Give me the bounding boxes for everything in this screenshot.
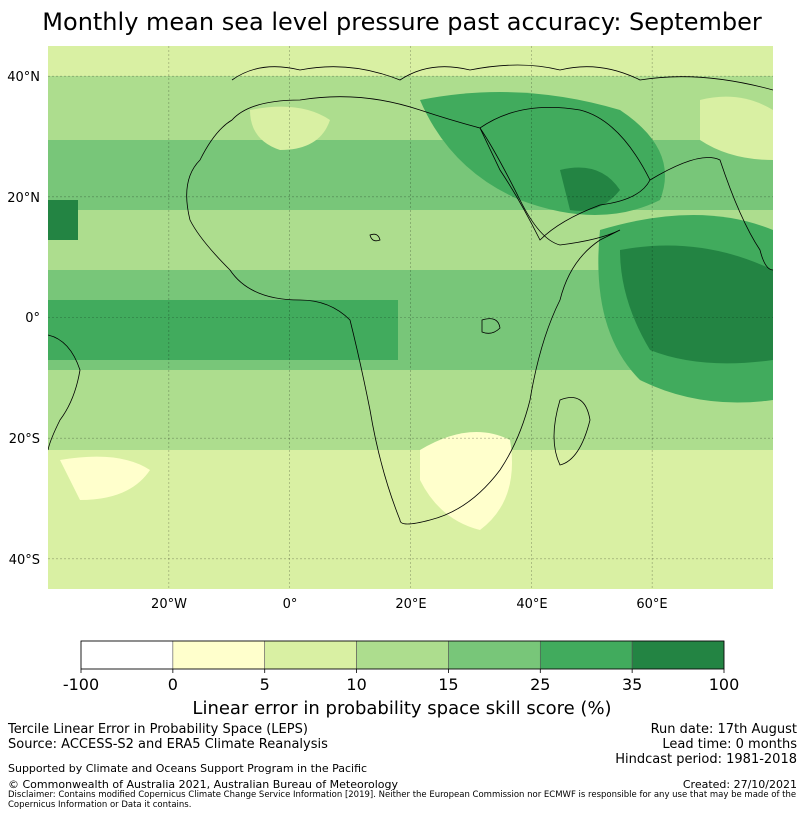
skill-region (420, 432, 512, 530)
colorbar-tick-label: 15 (438, 675, 458, 694)
footer-left: Tercile Linear Error in Probability Spac… (8, 722, 328, 752)
skill-region (250, 106, 330, 150)
colorbar-frame (80, 640, 725, 670)
skill-band (48, 46, 773, 76)
skill-band (48, 380, 773, 450)
colorbar-tick-label: 100 (709, 675, 740, 694)
coastline-asia (649, 157, 773, 271)
colorbar-segment (264, 640, 357, 670)
coastlines (48, 64, 773, 525)
skill-region (48, 200, 78, 240)
coastline-europe (231, 64, 773, 91)
longitude-labels: 20°W 0° 20°E 40°E 60°E (151, 597, 668, 612)
skill-region (700, 96, 773, 160)
skill-region (560, 167, 620, 211)
colorbar-label: Linear error in probability space skill … (192, 698, 612, 719)
skill-band (48, 300, 398, 360)
lake-chad (369, 233, 381, 242)
skill-region (60, 456, 150, 500)
chart-title: Monthly mean sea level pressure past acc… (42, 8, 762, 36)
colorbar-tick-label: -100 (63, 675, 99, 694)
colorbar-segment (356, 640, 449, 670)
latitude-labels: 40°N 20°N 0° 20°S 40°S (7, 70, 40, 568)
run-date: Run date: 17th August (650, 722, 797, 737)
lead-time: Lead time: 0 months (662, 737, 797, 752)
skill-band (48, 450, 773, 589)
source-text: Source: ACCESS-S2 and ERA5 Climate Reana… (8, 737, 328, 752)
copyright-text: © Commonwealth of Australia 2021, Austra… (8, 778, 398, 791)
colorbar-segment (448, 640, 541, 670)
colorbar-segment (172, 640, 266, 670)
coastline-arabia (479, 106, 651, 241)
colorbar-tick-label: 5 (260, 675, 270, 694)
coastline-madagascar (553, 397, 591, 466)
lake-victoria (481, 318, 501, 334)
colorbar-segment (631, 640, 725, 670)
lon-label: 0° (283, 597, 298, 612)
colorbar-tick-label: 0 (168, 675, 178, 694)
lat-label: 40°S (9, 553, 40, 568)
coastline-south-america (48, 334, 81, 451)
gridlines (48, 46, 773, 589)
skill-region (620, 245, 773, 364)
lat-label: 40°N (7, 70, 40, 85)
colorbar-tick-label: 10 (346, 675, 366, 694)
footer-right: Run date: 17th August Lead time: 0 month… (615, 722, 797, 767)
lat-label: 20°S (9, 432, 40, 447)
colorbar-segment (80, 640, 174, 670)
lon-label: 40°E (516, 597, 547, 612)
colorbar-tick-label: 35 (622, 675, 642, 694)
lat-label: 0° (25, 311, 40, 326)
colorbar-segment (539, 640, 633, 670)
lon-label: 60°E (636, 597, 667, 612)
map-area (48, 46, 773, 589)
lon-label: 20°E (395, 597, 426, 612)
colorbar-ticks: -100 0 5 10 15 25 35 100 (63, 669, 739, 694)
disclaimer-text: Disclaimer: Contains modified Copernicus… (8, 790, 797, 810)
colorbar (80, 640, 725, 670)
lon-label: 20°W (151, 597, 187, 612)
created-date: Created: 27/10/2021 (682, 778, 797, 791)
lat-label: 20°N (7, 191, 40, 206)
support-text: Supported by Climate and Oceans Support … (8, 762, 368, 775)
method-text: Tercile Linear Error in Probability Spac… (8, 722, 308, 737)
colorbar-tick-label: 25 (530, 675, 550, 694)
hindcast-period: Hindcast period: 1981-2018 (615, 752, 797, 767)
